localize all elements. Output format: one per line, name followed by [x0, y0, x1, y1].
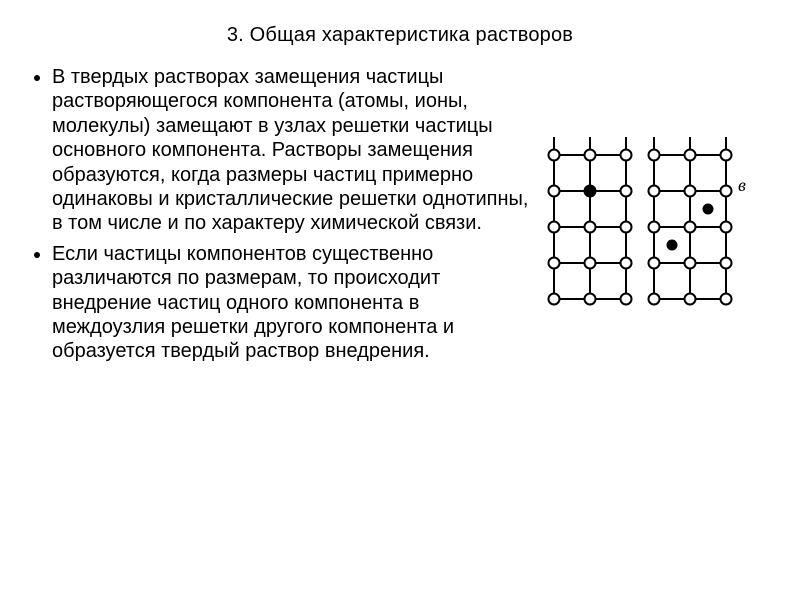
lattice-diagram: в — [540, 125, 770, 385]
slide-body: В твердых растворах замещения частицы ра… — [30, 65, 770, 580]
list-item: В твердых растворах замещения частицы ра… — [52, 65, 530, 236]
figure-label: в — [738, 175, 746, 195]
figure-column: в — [540, 65, 770, 580]
list-item: Если частицы компонентов существенно раз… — [52, 242, 530, 364]
text-column: В твердых растворах замещения частицы ра… — [30, 65, 530, 580]
bullet-list: В твердых растворах замещения частицы ра… — [30, 65, 530, 364]
slide-title: 3. Общая характеристика растворов — [30, 24, 770, 47]
slide: 3. Общая характеристика растворов В твер… — [0, 0, 800, 600]
